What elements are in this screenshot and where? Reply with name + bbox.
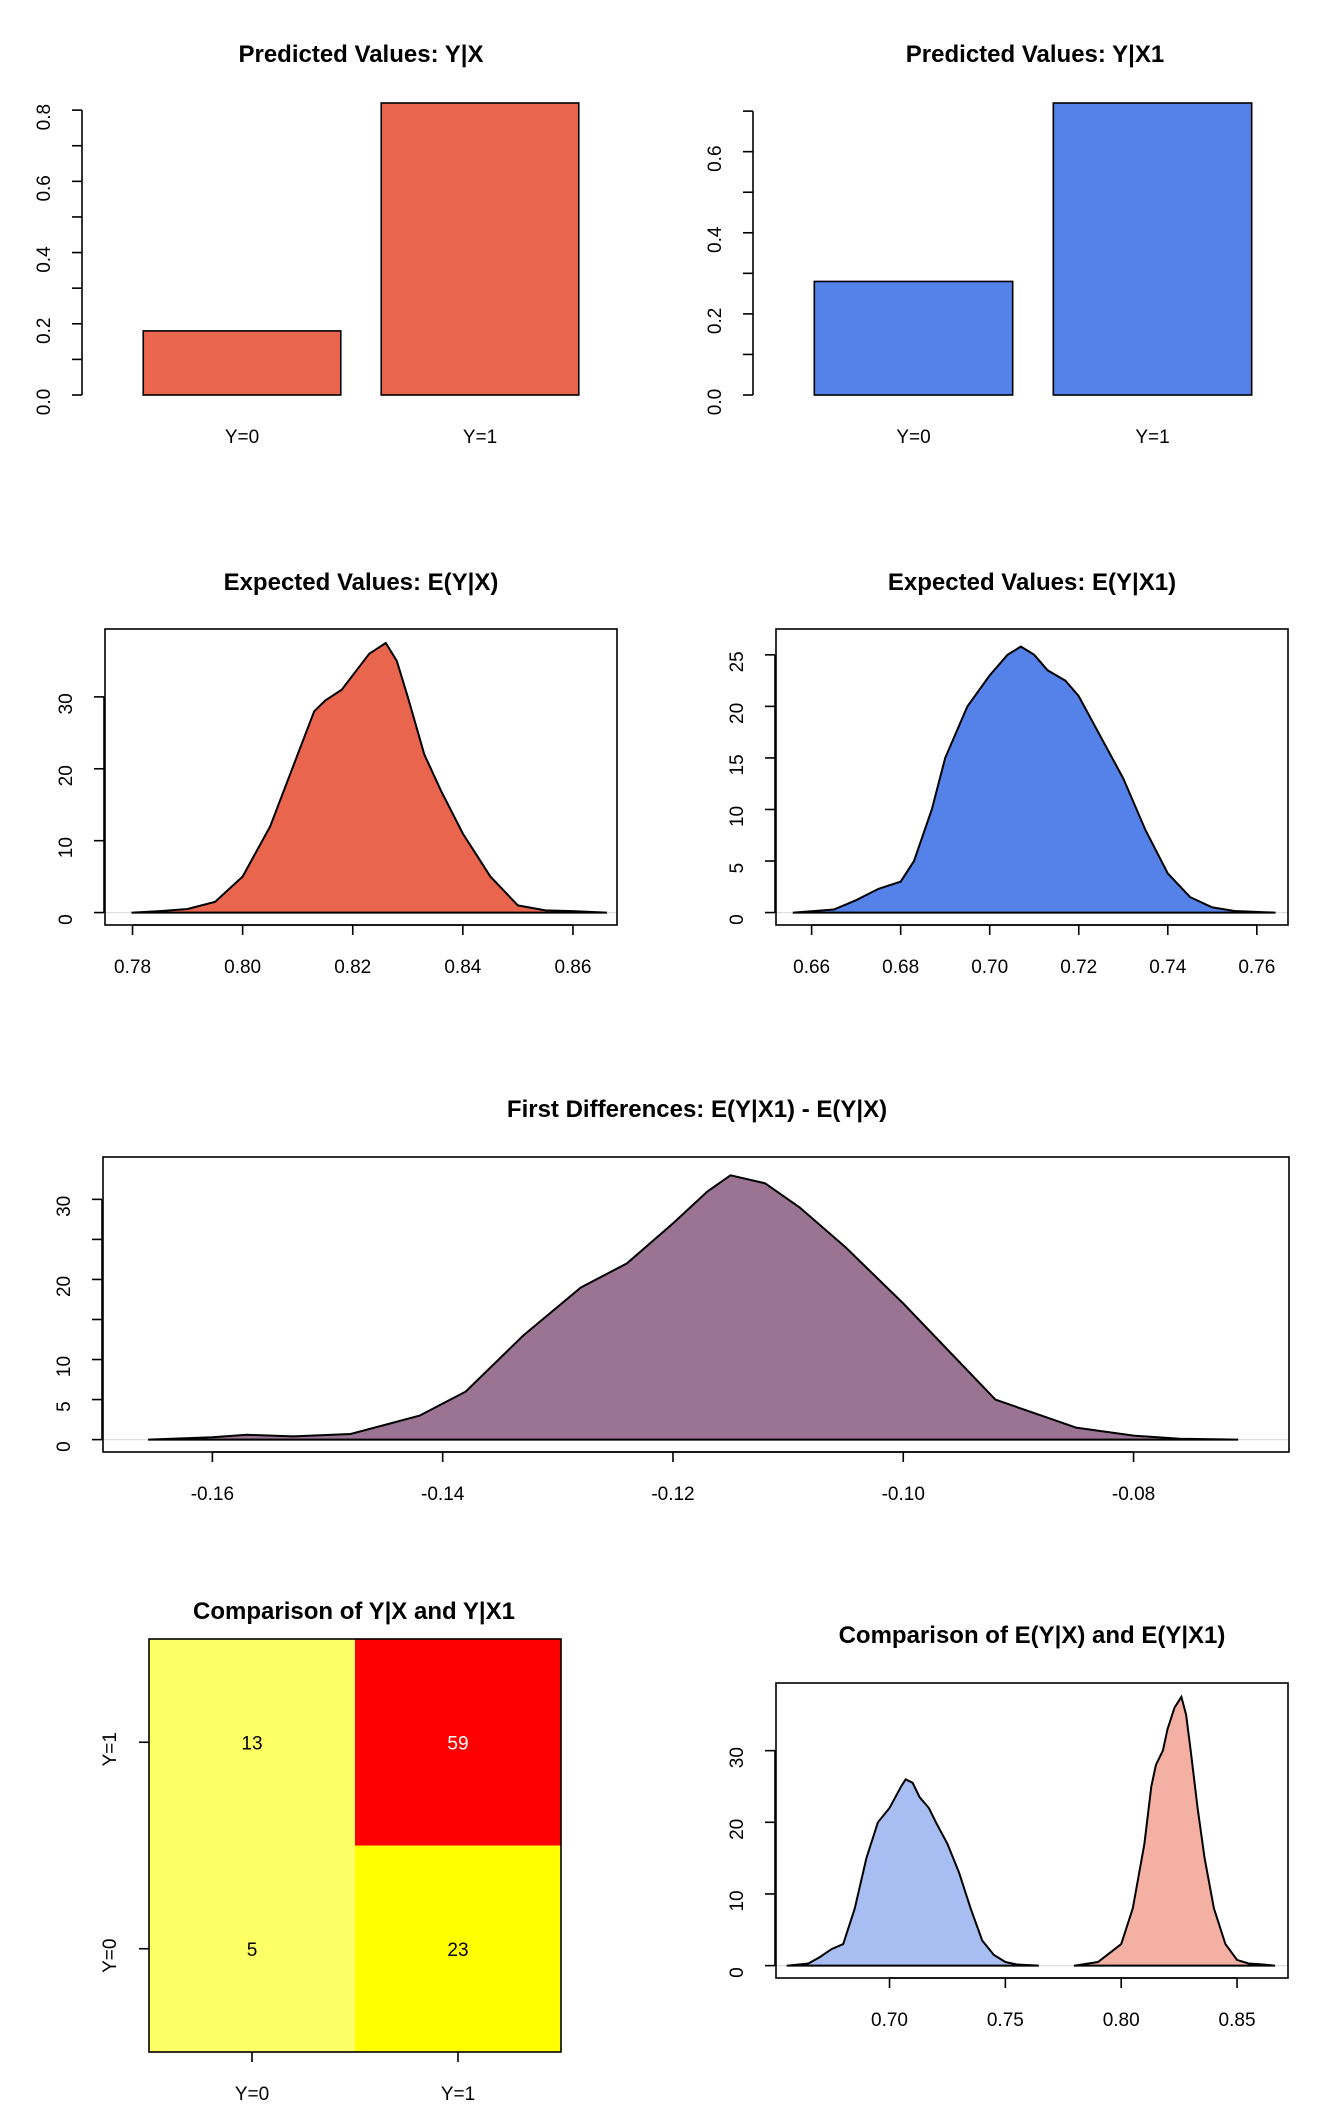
tick-label: 0.75 — [987, 2010, 1024, 2031]
panel-predicted-yx1: Predicted Values: Y|X1 Y=0 Y=1 0.0 0.2 0.4 0.… — [705, 41, 1253, 448]
cell-value: 5 — [247, 1940, 258, 1961]
heatmap-cell — [355, 1639, 561, 1846]
cell-value: 13 — [241, 1733, 262, 1754]
tick-label: Y=0 — [896, 427, 930, 448]
bar — [380, 102, 580, 396]
density-area — [786, 1777, 1039, 1967]
tick-label: 0.72 — [1060, 957, 1097, 978]
tick-label: 0.76 — [1238, 957, 1275, 978]
tick-label: Y=0 — [235, 2084, 269, 2105]
tick-label: 0.74 — [1149, 957, 1186, 978]
panel-first-differences: First Differences: E(Y|X1) - E(Y|X) -0.1… — [54, 1096, 1290, 1505]
tick-label: Y=1 — [1135, 427, 1169, 448]
tick-label: 0.84 — [444, 957, 481, 978]
tick-label: Y=1 — [100, 1732, 121, 1766]
density-area — [1073, 1694, 1276, 1967]
tick-label: 10 — [727, 1890, 748, 1911]
bar — [142, 330, 342, 396]
tick-label: 0.2 — [705, 308, 726, 334]
tick-label: -0.16 — [191, 1484, 234, 1505]
panel-title: Comparison of Y|X and Y|X1 — [193, 1598, 515, 1625]
cell-value: 23 — [447, 1940, 468, 1961]
tick-label: 0.85 — [1219, 2010, 1256, 2031]
tick-label: 10 — [56, 837, 77, 858]
panel-predicted-yx: Predicted Values: Y|X Y=0 Y=1 0.0 0.2 0.4 0.6… — [34, 41, 580, 448]
tick-label: Y=1 — [441, 2084, 475, 2105]
tick-label: 0 — [56, 914, 77, 925]
tick-label: 20 — [54, 1276, 75, 1297]
tick-label: 0 — [727, 1967, 748, 1978]
tick-label: 30 — [727, 1747, 748, 1768]
density-area — [131, 641, 607, 914]
panel-comparison-densities: Comparison of E(Y|X) and E(Y|X1) 0.70 0.7… — [727, 1622, 1289, 2031]
density-area — [792, 645, 1276, 914]
tick-label: 5 — [54, 1401, 75, 1412]
bar — [1052, 102, 1253, 396]
tick-label: 20 — [727, 703, 748, 724]
tick-label: Y=0 — [225, 427, 259, 448]
tick-label: -0.10 — [882, 1484, 925, 1505]
cell-value: 59 — [447, 1733, 468, 1754]
tick-label: 0 — [727, 914, 748, 925]
tick-label: 20 — [56, 765, 77, 786]
panel-title: Expected Values: E(Y|X1) — [888, 569, 1176, 596]
tick-label: 30 — [54, 1196, 75, 1217]
plot-frame — [148, 1638, 562, 2053]
tick-label: 10 — [727, 806, 748, 827]
tick-label: 0.4 — [705, 226, 726, 253]
tick-label: 0.70 — [871, 2010, 908, 2031]
panel-title: Predicted Values: Y|X — [238, 41, 483, 68]
tick-label: 0.8 — [34, 104, 55, 130]
tick-label: 0.6 — [705, 145, 726, 171]
tick-label: 0.70 — [971, 957, 1008, 978]
tick-label: 0.0 — [705, 389, 726, 415]
tick-label: 0.80 — [224, 957, 261, 978]
tick-label: 30 — [56, 693, 77, 714]
heatmap-cell — [149, 1639, 355, 1846]
tick-label: 0.2 — [34, 318, 55, 344]
tick-label: 0.68 — [882, 957, 919, 978]
panel-expected-yx: Expected Values: E(Y|X) 0.78 0.80 0.82 0.84… — [56, 569, 618, 978]
tick-label: 25 — [727, 651, 748, 672]
panel-title: First Differences: E(Y|X1) - E(Y|X) — [507, 1096, 887, 1123]
panel-title: Predicted Values: Y|X1 — [906, 41, 1164, 68]
tick-label: Y=1 — [463, 427, 497, 448]
panel-title: Expected Values: E(Y|X) — [224, 569, 499, 596]
tick-label: 0.80 — [1103, 2010, 1140, 2031]
tick-label: 0.78 — [114, 957, 151, 978]
tick-label: 0.82 — [334, 957, 371, 978]
panel-comparison-heatmap: Comparison of Y|X and Y|X1 13 59 5 23 Y=0 Y=1… — [100, 1598, 562, 2105]
heatmap-cell — [149, 1845, 355, 2052]
tick-label: -0.08 — [1112, 1484, 1155, 1505]
tick-label: 15 — [727, 754, 748, 775]
tick-label: 0.86 — [554, 957, 591, 978]
tick-label: 20 — [727, 1819, 748, 1840]
tick-label: 0.4 — [34, 246, 55, 273]
tick-label: 0.66 — [793, 957, 830, 978]
tick-label: -0.14 — [421, 1484, 465, 1505]
tick-label: 0.0 — [34, 389, 55, 415]
tick-label: 0.6 — [34, 175, 55, 201]
panel-expected-yx1: Expected Values: E(Y|X1) 0.66 0.68 0.70 0.7… — [727, 569, 1289, 978]
bar — [813, 280, 1014, 396]
tick-label: Y=0 — [100, 1939, 121, 1973]
tick-label: -0.12 — [651, 1484, 694, 1505]
heatmap-cell — [355, 1845, 561, 2052]
density-area — [148, 1174, 1239, 1441]
tick-label: 10 — [54, 1356, 75, 1377]
tick-label: 5 — [727, 863, 748, 874]
panel-title: Comparison of E(Y|X) and E(Y|X1) — [839, 1622, 1226, 1649]
tick-label: 0 — [54, 1441, 75, 1452]
